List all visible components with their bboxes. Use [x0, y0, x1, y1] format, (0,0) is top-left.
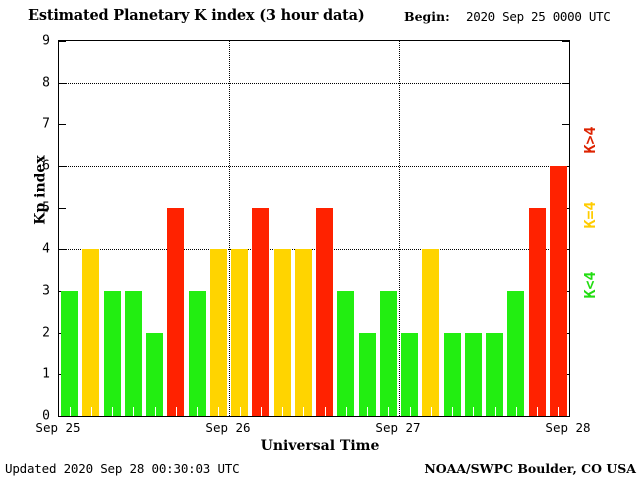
bar — [124, 291, 142, 416]
bar — [379, 291, 397, 416]
gridline-y-6 — [59, 166, 569, 167]
bar-base-tick — [239, 407, 241, 416]
bar — [422, 249, 440, 416]
bar-base-tick — [69, 407, 71, 416]
gridline-x-sep-27 — [399, 41, 400, 416]
y-tick-right-7 — [562, 124, 569, 126]
legend-item-Kgt4: K>4 — [581, 126, 599, 154]
bar — [146, 332, 164, 416]
bar-base-tick — [282, 407, 284, 416]
bar — [82, 249, 100, 416]
x-tick-label-sep-25: Sep 25 — [35, 420, 81, 435]
source-attribution: NOAA/SWPC Boulder, CO USA — [424, 461, 636, 476]
bar — [316, 207, 334, 416]
y-tick-label-6: 6 — [42, 158, 50, 174]
begin-value: 2020 Sep 25 0000 UTC — [466, 9, 611, 24]
x-tick-label-sep-26: Sep 26 — [205, 420, 251, 435]
y-tick-4 — [59, 249, 66, 251]
bar — [358, 332, 376, 416]
bar-base-tick — [133, 407, 135, 416]
bar-base-tick — [112, 407, 114, 416]
y-tick-label-5: 5 — [42, 200, 50, 216]
y-tick-7 — [59, 124, 66, 126]
bar-base-tick — [345, 407, 347, 416]
gridline-x-sep-26 — [229, 41, 230, 416]
x-tick-label-sep-28: Sep 28 — [545, 420, 591, 435]
bar — [231, 249, 249, 416]
bar — [401, 332, 419, 416]
bar-base-tick — [388, 407, 390, 416]
bar-base-tick — [367, 407, 369, 416]
gridline-y-4 — [59, 249, 569, 251]
y-tick-right-9 — [562, 41, 569, 42]
y-tick-8 — [59, 82, 66, 84]
page-title: Estimated Planetary K index (3 hour data… — [28, 7, 365, 24]
bar-base-tick — [473, 407, 475, 416]
bar — [507, 291, 525, 416]
bar — [188, 291, 206, 416]
bar — [252, 207, 270, 416]
y-tick-label-8: 8 — [42, 75, 50, 91]
bar-base-tick — [558, 407, 560, 416]
bar-base-tick — [154, 407, 156, 416]
bar-base-tick — [537, 407, 539, 416]
y-tick-label-1: 1 — [42, 366, 50, 382]
bar-base-tick — [515, 407, 517, 416]
x-axis-title: Universal Time — [260, 438, 380, 454]
y-tick-right-8 — [562, 82, 569, 84]
y-tick-6 — [59, 166, 66, 167]
bar — [61, 291, 79, 416]
y-tick-label-3: 3 — [42, 283, 50, 299]
legend-item-Klt4: K<4 — [581, 271, 599, 299]
bar — [528, 207, 546, 416]
bar-base-tick — [494, 407, 496, 416]
bar-base-tick — [90, 407, 92, 416]
bar — [464, 332, 482, 416]
bar — [486, 332, 504, 416]
plot-area: 0 1 2 3 4 5 6 7 8 9 — [42, 34, 570, 424]
bar-base-tick — [409, 407, 411, 416]
legend-item-Keq4: K=4 — [581, 201, 599, 229]
bar-base-tick — [175, 407, 177, 416]
bar-base-tick — [260, 407, 262, 416]
bar-base-tick — [430, 407, 432, 416]
bar — [273, 249, 291, 416]
begin-label: Begin: — [404, 9, 450, 24]
y-tick-label-9: 9 — [42, 33, 50, 49]
bar — [337, 291, 355, 416]
y-tick-5 — [59, 207, 66, 209]
bar-base-tick — [197, 407, 199, 416]
bar-base-tick — [452, 407, 454, 416]
bar — [209, 249, 227, 416]
y-tick-label-4: 4 — [42, 241, 50, 257]
bar-base-tick — [218, 407, 220, 416]
bar-base-tick — [303, 407, 305, 416]
y-tick-0 — [59, 416, 66, 417]
updated-timestamp: Updated 2020 Sep 28 00:30:03 UTC — [5, 461, 240, 476]
y-tick-label-2: 2 — [42, 325, 50, 341]
x-tick-label-sep-27: Sep 27 — [375, 420, 421, 435]
y-tick-right-0 — [562, 416, 569, 417]
y-tick-label-7: 7 — [42, 116, 50, 132]
bar — [443, 332, 461, 416]
y-tick-9 — [59, 41, 66, 42]
bar — [549, 166, 567, 416]
bar-base-tick — [324, 407, 326, 416]
y-tick-label-0: 0 — [42, 408, 50, 424]
bar — [103, 291, 121, 416]
gridline-y-8 — [59, 82, 569, 84]
bar — [294, 249, 312, 416]
bar — [167, 207, 185, 416]
